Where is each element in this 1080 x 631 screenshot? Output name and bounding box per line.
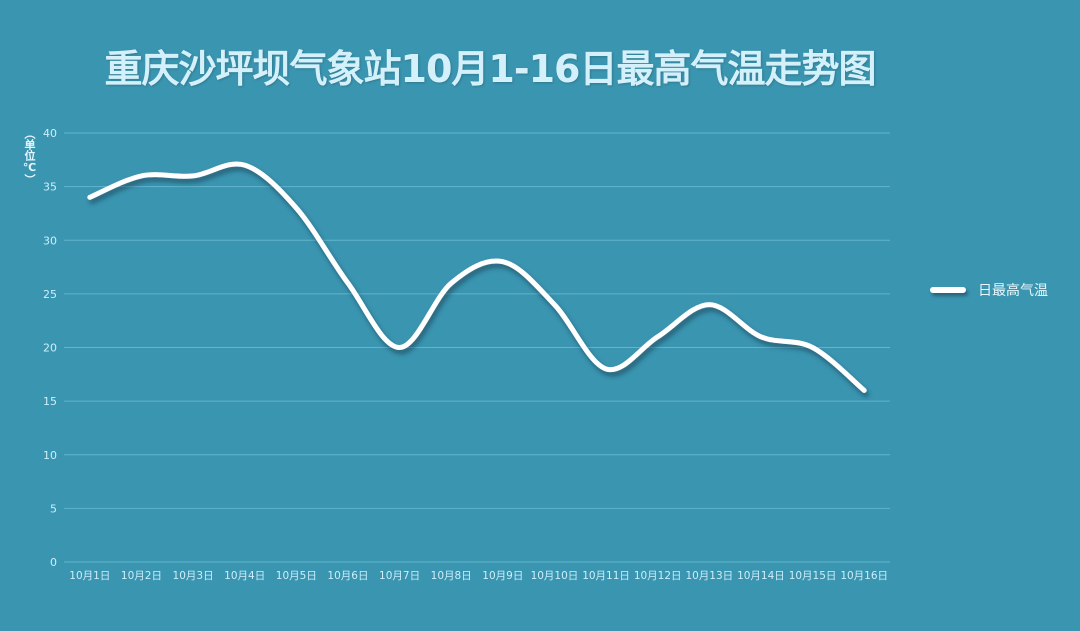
y-tick-label: 15 xyxy=(43,395,57,408)
y-tick-label: 30 xyxy=(43,234,57,247)
x-tick-label: 10月7日 xyxy=(379,570,420,582)
x-tick-label: 10月5日 xyxy=(276,570,317,582)
y-tick-label: 10 xyxy=(43,449,57,462)
x-tick-label: 10月2日 xyxy=(121,570,162,582)
x-tick-label: 10月15日 xyxy=(789,570,837,582)
x-tick-label: 10月9日 xyxy=(482,570,523,582)
y-tick-label: 40 xyxy=(43,127,57,140)
x-axis-ticks: 10月1日 10月2日 10月3日 10月4日 10月5日 10月6日 10月7日 10月8日… xyxy=(69,570,888,582)
x-tick-label: 10月6日 xyxy=(327,570,368,582)
x-tick-label: 10月16日 xyxy=(840,570,888,582)
x-tick-label: 10月11日 xyxy=(582,570,630,582)
series-line-daily-max-temp xyxy=(87,161,867,393)
y-tick-label: 35 xyxy=(43,181,57,194)
x-tick-label: 10月8日 xyxy=(431,570,472,582)
y-tick-label: 25 xyxy=(43,288,57,301)
x-tick-label: 10月13日 xyxy=(685,570,733,582)
x-tick-label: 10月12日 xyxy=(634,570,682,582)
y-tick-label: 20 xyxy=(43,342,57,355)
legend-line-icon xyxy=(930,287,966,293)
chart-title: 重庆沙坪坝气象站10月1-16日最高气温走势图 xyxy=(104,47,877,91)
y-axis-ticks: 0 5 10 15 20 25 30 35 40 xyxy=(43,127,57,569)
legend: 日最高气温 xyxy=(930,280,1048,300)
x-tick-label: 10月3日 xyxy=(173,570,214,582)
x-tick-label: 10月1日 xyxy=(69,570,110,582)
grid-lines xyxy=(64,132,890,563)
y-axis-label: （单位℃） xyxy=(23,128,36,185)
y-tick-label: 0 xyxy=(50,556,57,569)
x-tick-label: 10月10日 xyxy=(531,570,579,582)
legend-label: 日最高气温 xyxy=(978,283,1048,299)
y-tick-label: 5 xyxy=(50,502,57,515)
x-tick-label: 10月14日 xyxy=(737,570,785,582)
x-tick-label: 10月4日 xyxy=(224,570,265,582)
